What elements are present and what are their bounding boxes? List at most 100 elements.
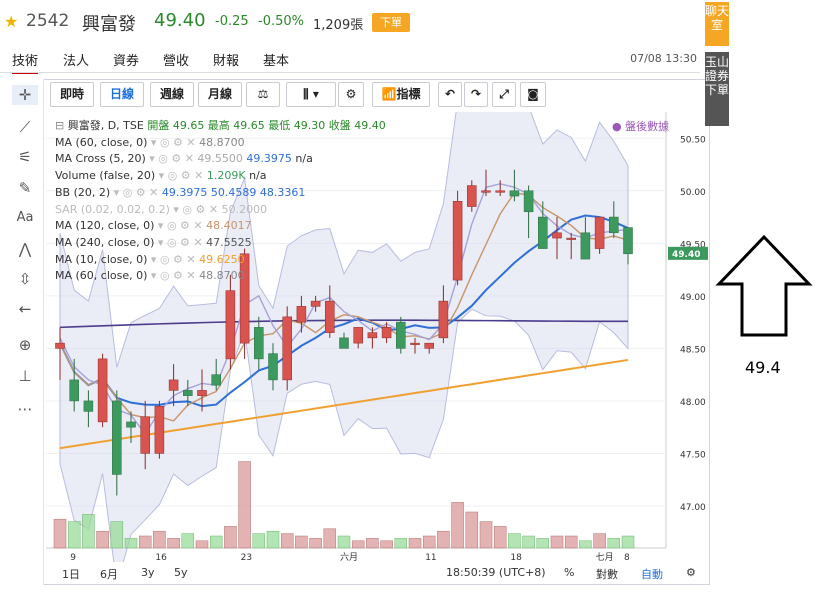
candle-body [126, 421, 136, 428]
volume-bar [380, 540, 393, 549]
volume-bar [536, 538, 550, 549]
measure-icon[interactable]: ⇳ [18, 270, 32, 288]
weekly-button[interactable]: 週線 [150, 82, 194, 107]
legend-ma120[interactable]: MA (120, close, 0) [55, 219, 155, 233]
tab-revenue[interactable]: 營收 [163, 54, 190, 69]
candle-body [566, 237, 576, 240]
legend-ma10[interactable]: MA (10, close, 0) [55, 252, 148, 266]
monthly-button[interactable]: 月線 [198, 82, 242, 107]
fullscreen-icon[interactable]: ⤢ [492, 82, 516, 107]
drawing-toolbar: ✛ ⟋ ⚟ ✎ Aa ⋀ ⇳ ← ⊕ ⊥ ⋯ [6, 79, 44, 585]
candle-body [495, 190, 505, 193]
legend-macross[interactable]: MA Cross (5, 20) [55, 152, 146, 166]
legend-volume-v1: 1.209K [206, 169, 246, 183]
legend-bb-controls[interactable]: ▾ ◎ ⚙ ✕ [113, 185, 159, 199]
stock-price: 49.40 [154, 10, 206, 31]
range-3y[interactable]: 3y [141, 566, 155, 579]
legend-macross-controls[interactable]: ▾ ◎ ⚙ ✕ [149, 152, 194, 166]
favorite-star-icon[interactable]: ★ [4, 12, 19, 31]
tab-basics[interactable]: 基本 [263, 54, 290, 69]
candle-body [282, 316, 292, 381]
price-change-pct: -0.50% [258, 14, 304, 29]
crosshair-icon[interactable]: ✛ [12, 85, 38, 105]
esun-order-button[interactable]: 玉山證券下單 [705, 52, 729, 126]
candle-body [183, 390, 193, 396]
candle-body [353, 327, 363, 344]
log-toggle[interactable]: 對數 [596, 568, 618, 581]
legend-ma60-controls[interactable]: ▾ ◎ ⚙ ✕ [150, 135, 196, 149]
x-tick-label: 23 [241, 553, 252, 562]
legend-ma60b-controls[interactable]: ▾ ◎ ⚙ ✕ [150, 269, 196, 283]
volume-bar [138, 535, 152, 549]
ma120-line [59, 319, 629, 329]
percent-toggle[interactable]: % [564, 566, 575, 579]
legend-ma60b-value: 48.8700 [199, 269, 245, 283]
candle-body [225, 290, 236, 360]
legend-ma60[interactable]: MA (60, close, 0) [55, 135, 148, 149]
legend-bb[interactable]: BB (20, 2) [55, 185, 111, 199]
volume-bar [266, 530, 280, 549]
range-1d[interactable]: 1日 [62, 568, 80, 581]
candle-body [481, 190, 491, 193]
candle-body [268, 353, 278, 381]
bottom-settings-icon[interactable]: ⚙ [686, 566, 696, 579]
legend-volume-controls[interactable]: ▾ ◎ ⚙ ✕ [158, 169, 204, 183]
chat-room-button[interactable]: 聊天室 [705, 2, 729, 46]
tab-financials[interactable]: 財報 [213, 54, 240, 69]
legend-ma120-value: 48.4017 [206, 219, 252, 233]
zoom-icon[interactable]: ⊕ [18, 336, 32, 354]
fibonacci-icon[interactable]: ⚟ [18, 148, 32, 166]
y-tick-label: 49.50 [680, 240, 706, 250]
candle-body [83, 400, 94, 412]
legend-ma10-controls[interactable]: ▾ ◎ ⚙ ✕ [150, 252, 196, 266]
tab-institutional[interactable]: 法人 [63, 54, 90, 69]
legend-ma120-controls[interactable]: ▾ ◎ ⚙ ✕ [157, 219, 203, 233]
redo-icon[interactable]: ↷ [464, 82, 488, 107]
candle-body [509, 190, 520, 197]
legend-ma240[interactable]: MA (240, close, 0) [55, 235, 155, 249]
compare-icon[interactable]: ⚖ [246, 82, 280, 107]
range-6m[interactable]: 6月 [100, 568, 118, 581]
auto-toggle[interactable]: 自動 [641, 568, 663, 581]
candle-body [452, 201, 463, 281]
volume-bar [167, 538, 180, 549]
candle-body [438, 300, 449, 339]
y-tick-label: 49.00 [680, 293, 706, 303]
legend-sar[interactable]: SAR (0.02, 0.02, 0.2) [55, 202, 170, 216]
volume-bar [493, 526, 507, 549]
range-5y[interactable]: 5y [174, 566, 188, 579]
more-icon[interactable]: ⋯ [17, 400, 33, 418]
arrow-left-icon[interactable]: ← [18, 300, 32, 318]
volume-bar [366, 538, 379, 549]
last-price-tag [668, 246, 708, 260]
order-button[interactable]: 下單 [372, 13, 410, 32]
legend-sar-controls[interactable]: ▾ ◎ ⚙ ✕ [173, 202, 219, 216]
after-hours-toggle[interactable]: ● 盤後數據 [612, 120, 670, 133]
trendline-icon[interactable]: ⟋ [19, 118, 31, 136]
pattern-icon[interactable]: ⋀ [18, 240, 32, 258]
undo-icon[interactable]: ↶ [438, 82, 462, 107]
candle-body [367, 332, 378, 339]
brush-icon[interactable]: ✎ [18, 179, 32, 197]
settings-icon[interactable]: ⚙ [338, 82, 364, 107]
chart-style-icon[interactable]: ⫼ ▾ [286, 82, 336, 107]
daily-button[interactable]: 日線 [100, 82, 144, 107]
tab-technical[interactable]: 技術 [12, 50, 39, 74]
legend-volume[interactable]: Volume (false, 20) [55, 169, 156, 183]
volume-bar [153, 530, 166, 549]
price-chart[interactable]: 50.50 50.00 49.50 49.00 48.50 48.00 47.50 47.00… [46, 112, 708, 562]
tab-margin[interactable]: 資券 [113, 54, 140, 69]
indicators-button[interactable]: 📶指標 [372, 82, 430, 107]
candle-body [97, 358, 108, 423]
legend-ma240-controls[interactable]: ▾ ◎ ⚙ ✕ [157, 235, 203, 249]
text-tool-icon[interactable]: Aa [16, 210, 34, 225]
camera-icon[interactable]: ◙ [520, 82, 546, 107]
ruler-icon[interactable]: ⊥ [18, 367, 32, 385]
intraday-button[interactable]: 即時 [50, 82, 94, 107]
x-tick-label: 七月 [596, 552, 614, 562]
legend-ma60-value: 48.8700 [199, 135, 245, 149]
volume-bar [252, 533, 266, 549]
legend-macross-v1: 49.5500 [197, 152, 243, 166]
x-tick-label: 9 [70, 553, 76, 562]
legend-ma60b[interactable]: MA (60, close, 0) [55, 269, 148, 283]
